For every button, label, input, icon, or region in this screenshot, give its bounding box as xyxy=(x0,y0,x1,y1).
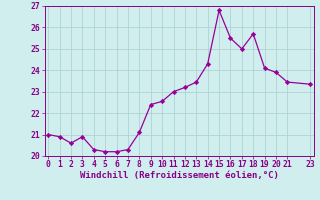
X-axis label: Windchill (Refroidissement éolien,°C): Windchill (Refroidissement éolien,°C) xyxy=(80,171,279,180)
